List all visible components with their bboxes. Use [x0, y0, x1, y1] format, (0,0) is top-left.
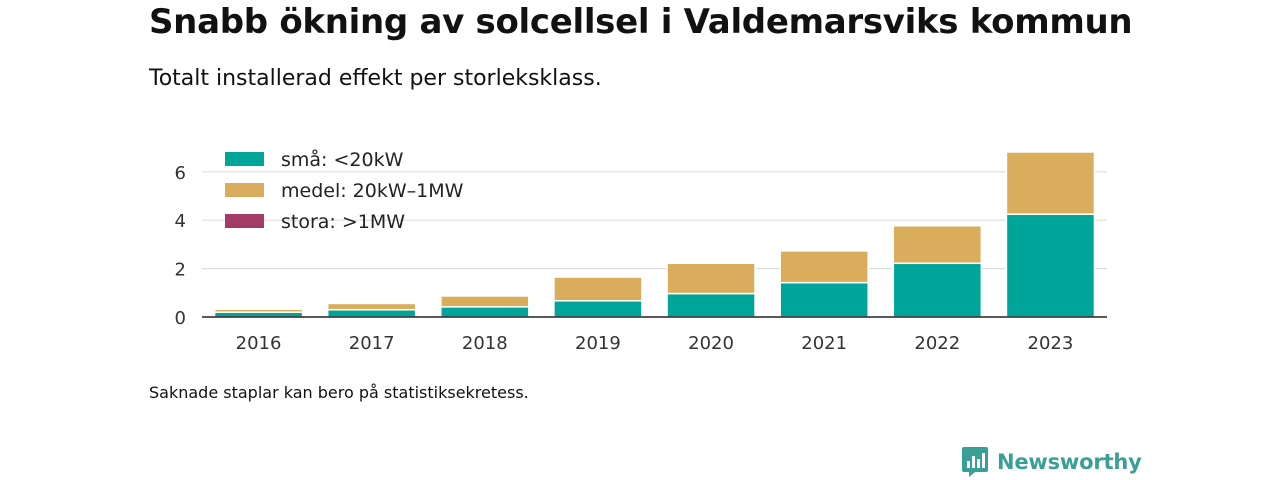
bar-2019-series-1: [553, 276, 643, 302]
bar-2021-series-0: [779, 281, 869, 318]
x-tick-label: 2020: [688, 333, 734, 354]
y-tick-label: 6: [175, 163, 186, 184]
bar-2017-series-0: [326, 308, 417, 318]
bar-2016-series-1: [213, 308, 304, 313]
chart-subtitle: Totalt installerad effekt per storlekskl…: [149, 66, 602, 91]
bar-2018-series-1: [440, 295, 530, 308]
newsworthy-logo-icon: [962, 447, 988, 477]
x-tick-label: 2017: [349, 333, 395, 354]
bar-2022-series-0: [892, 262, 983, 318]
legend-label: små: <20kW: [281, 148, 404, 171]
y-tick-label: 4: [175, 211, 186, 232]
x-tick-label: 2019: [575, 333, 621, 354]
legend-label: stora: >1MW: [281, 211, 405, 233]
legend: små: <20kW medel: 20kW–1MW stora: >1MW: [225, 148, 464, 233]
bar-2019-series-0: [553, 300, 643, 318]
x-tick-label: 2023: [1028, 333, 1074, 354]
y-tick-label: 2: [175, 260, 186, 281]
legend-label: medel: 20kW–1MW: [281, 180, 464, 202]
bar-2021-series-1: [779, 250, 869, 284]
bars: [213, 151, 1096, 318]
x-tick-label: 2018: [462, 333, 508, 354]
footnote: Saknade staplar kan bero på statistiksek…: [149, 383, 529, 402]
x-axis-ticks: 2016 2017 2018 2019 2020 2021 2022 2023: [236, 333, 1074, 354]
y-axis-ticks: 0 2 4 6: [175, 163, 186, 329]
chart-title: Snabb ökning av solcellsel i Valdemarsvi…: [149, 2, 1133, 42]
bar-2017-series-1: [326, 302, 417, 311]
bar-chart: 2016 2017 2018 2019 2020 2021 2022 2023 0 2 4 6 sm…: [175, 148, 1107, 354]
bar-2023-series-0: [1005, 213, 1096, 318]
bar-2022-series-1: [892, 225, 983, 265]
legend-swatch: [225, 214, 264, 228]
bar-2020-series-1: [666, 262, 756, 295]
bar-2018-series-0: [440, 306, 530, 318]
bar-2023-series-1: [1005, 151, 1096, 215]
x-tick-label: 2021: [801, 333, 847, 354]
brand-name: Newsworthy: [997, 450, 1142, 474]
bar-2020-series-0: [666, 292, 756, 318]
x-tick-label: 2016: [236, 333, 282, 354]
newsworthy-brand: Newsworthy: [961, 446, 1142, 478]
legend-swatch: [225, 183, 264, 197]
x-tick-label: 2022: [914, 333, 960, 354]
legend-swatch: [225, 152, 264, 166]
y-tick-label: 0: [175, 308, 186, 329]
